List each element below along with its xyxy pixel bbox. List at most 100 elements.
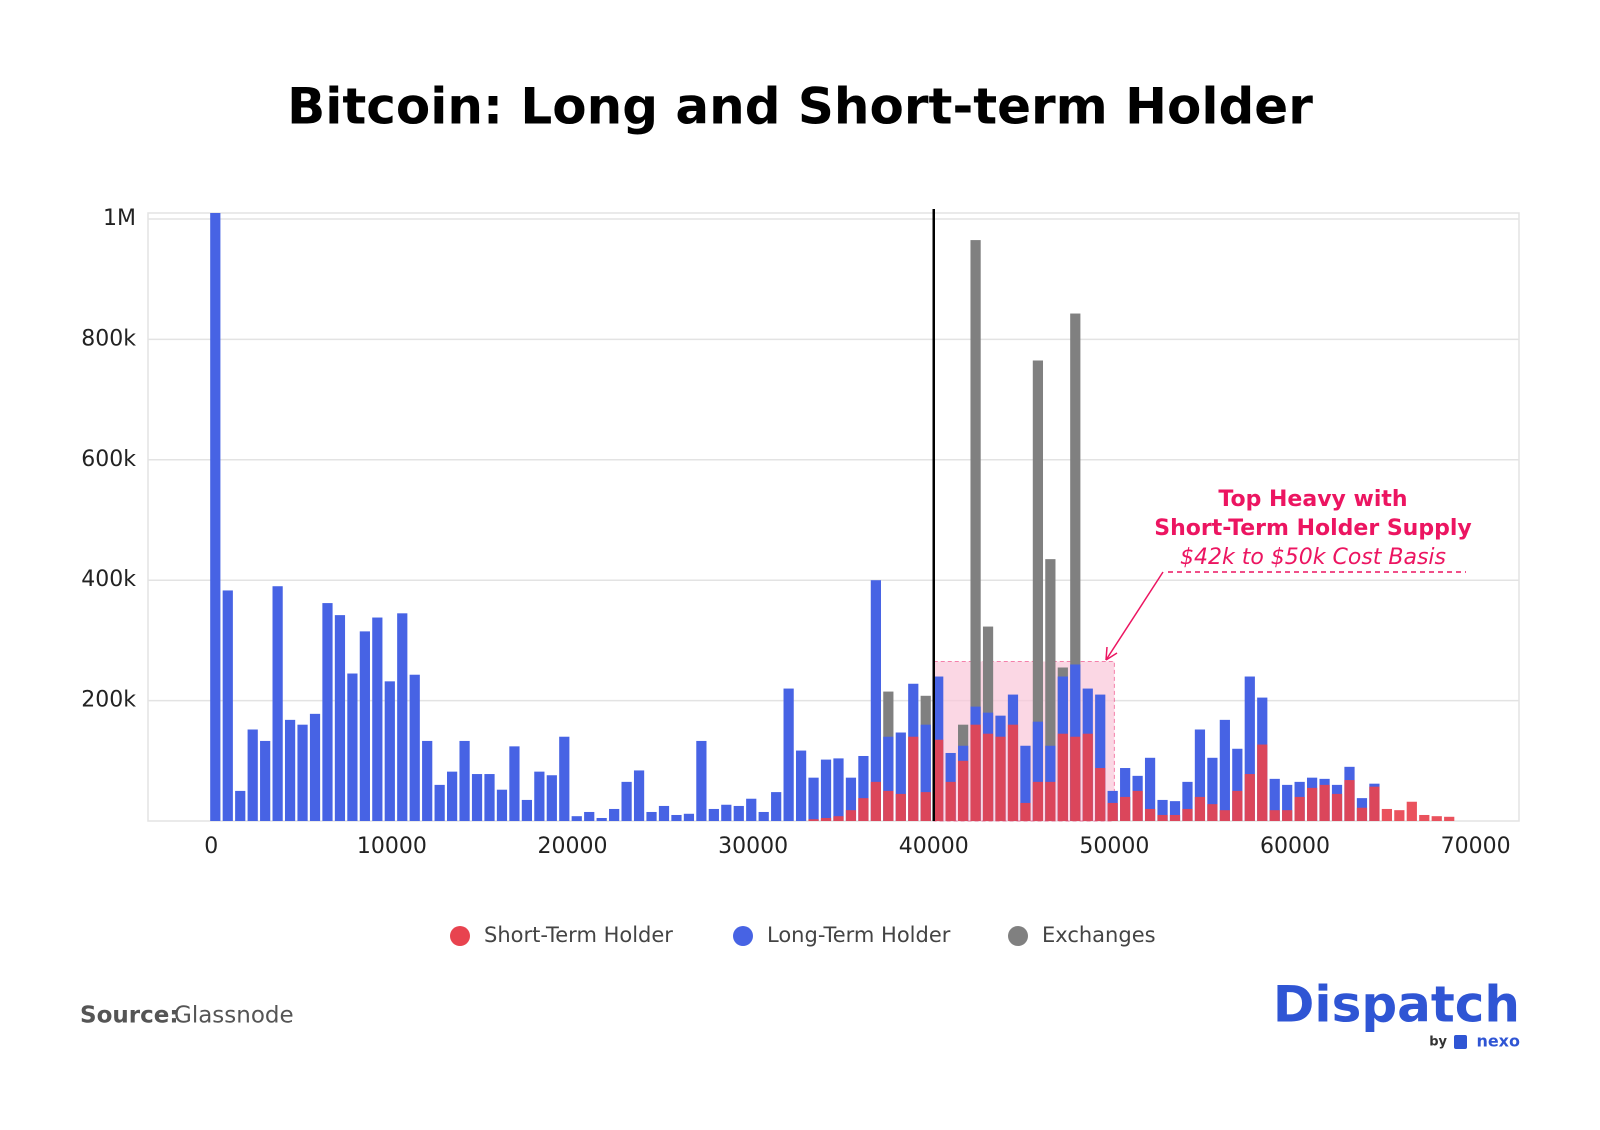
bar [422, 740, 433, 821]
bar [970, 240, 981, 821]
bar [1331, 793, 1343, 821]
bar [434, 784, 445, 821]
bar [1045, 781, 1056, 821]
bar [210, 213, 221, 821]
bar [1132, 790, 1143, 821]
bar [820, 759, 832, 821]
bar [1194, 729, 1206, 821]
bar [372, 617, 383, 821]
bar [1182, 781, 1193, 821]
bar [471, 774, 483, 821]
y-tick-label: 800k [81, 326, 136, 351]
bar [1057, 733, 1068, 821]
bar [1070, 313, 1081, 821]
bar [297, 724, 308, 821]
bar [646, 811, 657, 821]
bar [1381, 808, 1392, 821]
bar [958, 760, 969, 821]
y-tick-label: 400k [81, 567, 136, 592]
bar [895, 793, 906, 821]
bar [895, 732, 906, 821]
bar [845, 810, 857, 821]
bar [384, 681, 395, 821]
bar [397, 613, 408, 821]
brand-name: Dispatch [1273, 976, 1520, 1034]
chart-title: Bitcoin: Long and Short-term Holder [287, 78, 1313, 136]
x-tick-label: 50000 [1079, 834, 1149, 859]
bar [833, 816, 844, 821]
bar [833, 758, 844, 821]
bar [484, 774, 495, 821]
bar [1306, 787, 1318, 821]
legend-marker [450, 926, 470, 946]
bar [883, 736, 894, 821]
y-tick-label: 600k [81, 447, 136, 472]
bar [596, 817, 607, 821]
x-tick-label: 60000 [1260, 834, 1330, 859]
bar [820, 817, 832, 821]
bar [1244, 774, 1255, 821]
annotation-text: Top Heavy with [1218, 487, 1407, 512]
bar [808, 819, 819, 821]
bar [1144, 757, 1156, 821]
bar [571, 816, 582, 821]
bar [1182, 808, 1193, 821]
bar [1219, 719, 1230, 821]
bar [783, 688, 794, 821]
bar [733, 805, 744, 821]
annotation-text: Short-Term Holder Supply [1154, 516, 1471, 541]
bar [845, 777, 857, 821]
bar [1194, 796, 1206, 821]
bar [1219, 810, 1230, 821]
x-tick-label: 20000 [537, 834, 607, 859]
bar [795, 750, 807, 821]
bar [284, 719, 296, 821]
bar [1032, 781, 1044, 821]
bar [260, 740, 271, 821]
bar [808, 777, 819, 821]
bar [496, 789, 508, 821]
bar [621, 781, 632, 821]
bar [1232, 748, 1243, 821]
bar [521, 799, 533, 821]
bar [1032, 721, 1044, 821]
bar [671, 814, 682, 821]
bar [1294, 796, 1305, 821]
bar [1070, 736, 1081, 821]
bar [771, 792, 782, 821]
bar [1082, 733, 1093, 821]
bar [1419, 814, 1430, 821]
bar [584, 811, 595, 821]
annotation-arrow [1105, 571, 1164, 661]
legend-label: Long-Term Holder [767, 923, 951, 947]
bar [995, 736, 1006, 821]
bar [1257, 744, 1268, 821]
bar [1232, 790, 1243, 821]
x-tick-label: 70000 [1441, 834, 1511, 859]
bar [708, 808, 719, 821]
bar [1120, 796, 1131, 821]
x-tick-label: 10000 [357, 834, 427, 859]
bar [721, 804, 732, 821]
bar [334, 615, 346, 821]
annotation-text: $42k to $50k Cost Basis [1180, 545, 1446, 570]
bar [534, 771, 545, 821]
y-tick-label: 200k [81, 688, 136, 713]
bar [1394, 810, 1405, 821]
bar [347, 673, 358, 821]
legend-marker [1008, 926, 1028, 946]
y-tick-label: 1M [103, 206, 136, 231]
bar [870, 781, 881, 821]
bar [908, 736, 919, 821]
bar [447, 771, 458, 821]
bar [1431, 816, 1442, 821]
bar [858, 798, 869, 821]
bar [945, 781, 956, 821]
bar [609, 808, 620, 821]
bar [1095, 768, 1106, 821]
legend-label: Short-Term Holder [484, 923, 673, 947]
bar [1207, 757, 1218, 821]
bar [1207, 804, 1218, 821]
